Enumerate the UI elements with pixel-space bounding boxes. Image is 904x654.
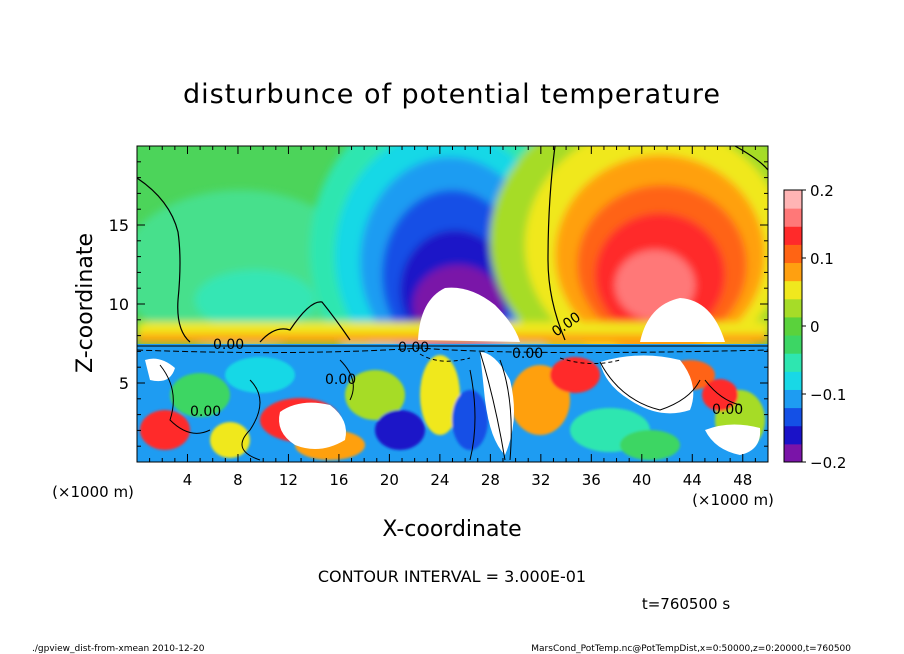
y-tick-label: 5 xyxy=(119,374,129,393)
x-axis: 4 8 12 16 20 24 28 32 36 40 44 48 xyxy=(149,146,756,489)
colorbar-swatch xyxy=(784,389,802,409)
lower-layer xyxy=(137,344,768,462)
time-text: t=760500 s xyxy=(642,595,730,613)
x-tick-label: 36 xyxy=(582,471,601,489)
colorbar-swatch xyxy=(784,298,802,318)
x-tick-label: 24 xyxy=(430,471,449,489)
y-tick-label: 15 xyxy=(109,216,129,235)
colorbar-swatch xyxy=(784,371,802,390)
colorbar-swatch xyxy=(784,190,802,209)
colorbar-swatch xyxy=(784,208,802,227)
plot-area xyxy=(137,146,768,462)
colorbar xyxy=(783,189,803,463)
colorbar-swatch xyxy=(784,353,802,372)
colorbar-swatch xyxy=(784,226,802,245)
colorbar-tick-label: 0.2 xyxy=(810,182,834,200)
warm-core-white xyxy=(640,298,725,342)
contour-interval-text: CONTOUR INTERVAL = 3.000E-01 xyxy=(318,567,586,586)
contour-label-2: 0.00 xyxy=(325,372,356,388)
cold-core-white xyxy=(418,287,520,342)
x-tick-label: 32 xyxy=(531,471,550,489)
y-axis: 5 10 15 xyxy=(109,161,768,447)
x-tick-label: 40 xyxy=(632,471,651,489)
x-tick-label: 4 xyxy=(183,471,193,489)
x-axis-label: X-coordinate xyxy=(382,517,521,542)
x-tick-label: 16 xyxy=(329,471,348,489)
x-tick-label: 44 xyxy=(683,471,702,489)
contour-label-5: 0.00 xyxy=(512,346,543,362)
colorbar-swatch xyxy=(784,443,802,463)
colorbar-ticks: 0.2 0.1 0 −0.1 −0.2 xyxy=(802,182,846,472)
x-tick-label: 12 xyxy=(279,471,298,489)
colorbar-tick-label: −0.2 xyxy=(810,454,846,472)
y-tick-label: 10 xyxy=(109,295,129,314)
colorbar-tick-label: 0 xyxy=(810,318,820,336)
colorbar-tick-label: 0.1 xyxy=(810,250,834,268)
x-tick-label: 20 xyxy=(380,471,399,489)
colorbar-swatch xyxy=(784,425,802,445)
contour-label-6: 0.00 xyxy=(712,402,743,418)
chart-title: disturbunce of potential temperature xyxy=(183,79,721,110)
colorbar-swatch xyxy=(784,280,802,300)
x-tick-label: 48 xyxy=(733,471,752,489)
y-unit-label: (×1000 m) xyxy=(52,483,134,501)
contour-label-4: 0.00 xyxy=(398,340,429,356)
contours-upper xyxy=(137,146,768,343)
colorbar-swatch xyxy=(784,262,802,282)
x-tick-label: 28 xyxy=(481,471,500,489)
x-tick-label: 8 xyxy=(233,471,243,489)
footer-right: MarsCond_PotTemp.nc@PotTempDist,x=0:5000… xyxy=(531,644,851,654)
x-unit-label: (×1000 m) xyxy=(692,491,774,509)
contour-label-1: 0.00 xyxy=(213,337,244,353)
y-axis-label: Z-coordinate xyxy=(73,233,98,373)
footer-left: ./gpview_dist-from-xmean 2010-12-20 xyxy=(32,644,205,654)
colorbar-tick-label: −0.1 xyxy=(810,386,846,404)
colorbar-swatch xyxy=(784,244,802,264)
colorbar-swatch xyxy=(784,316,802,336)
contour-label-3: 0.00 xyxy=(190,404,221,420)
colorbar-swatch xyxy=(784,407,802,427)
colorbar-swatch xyxy=(784,335,802,354)
